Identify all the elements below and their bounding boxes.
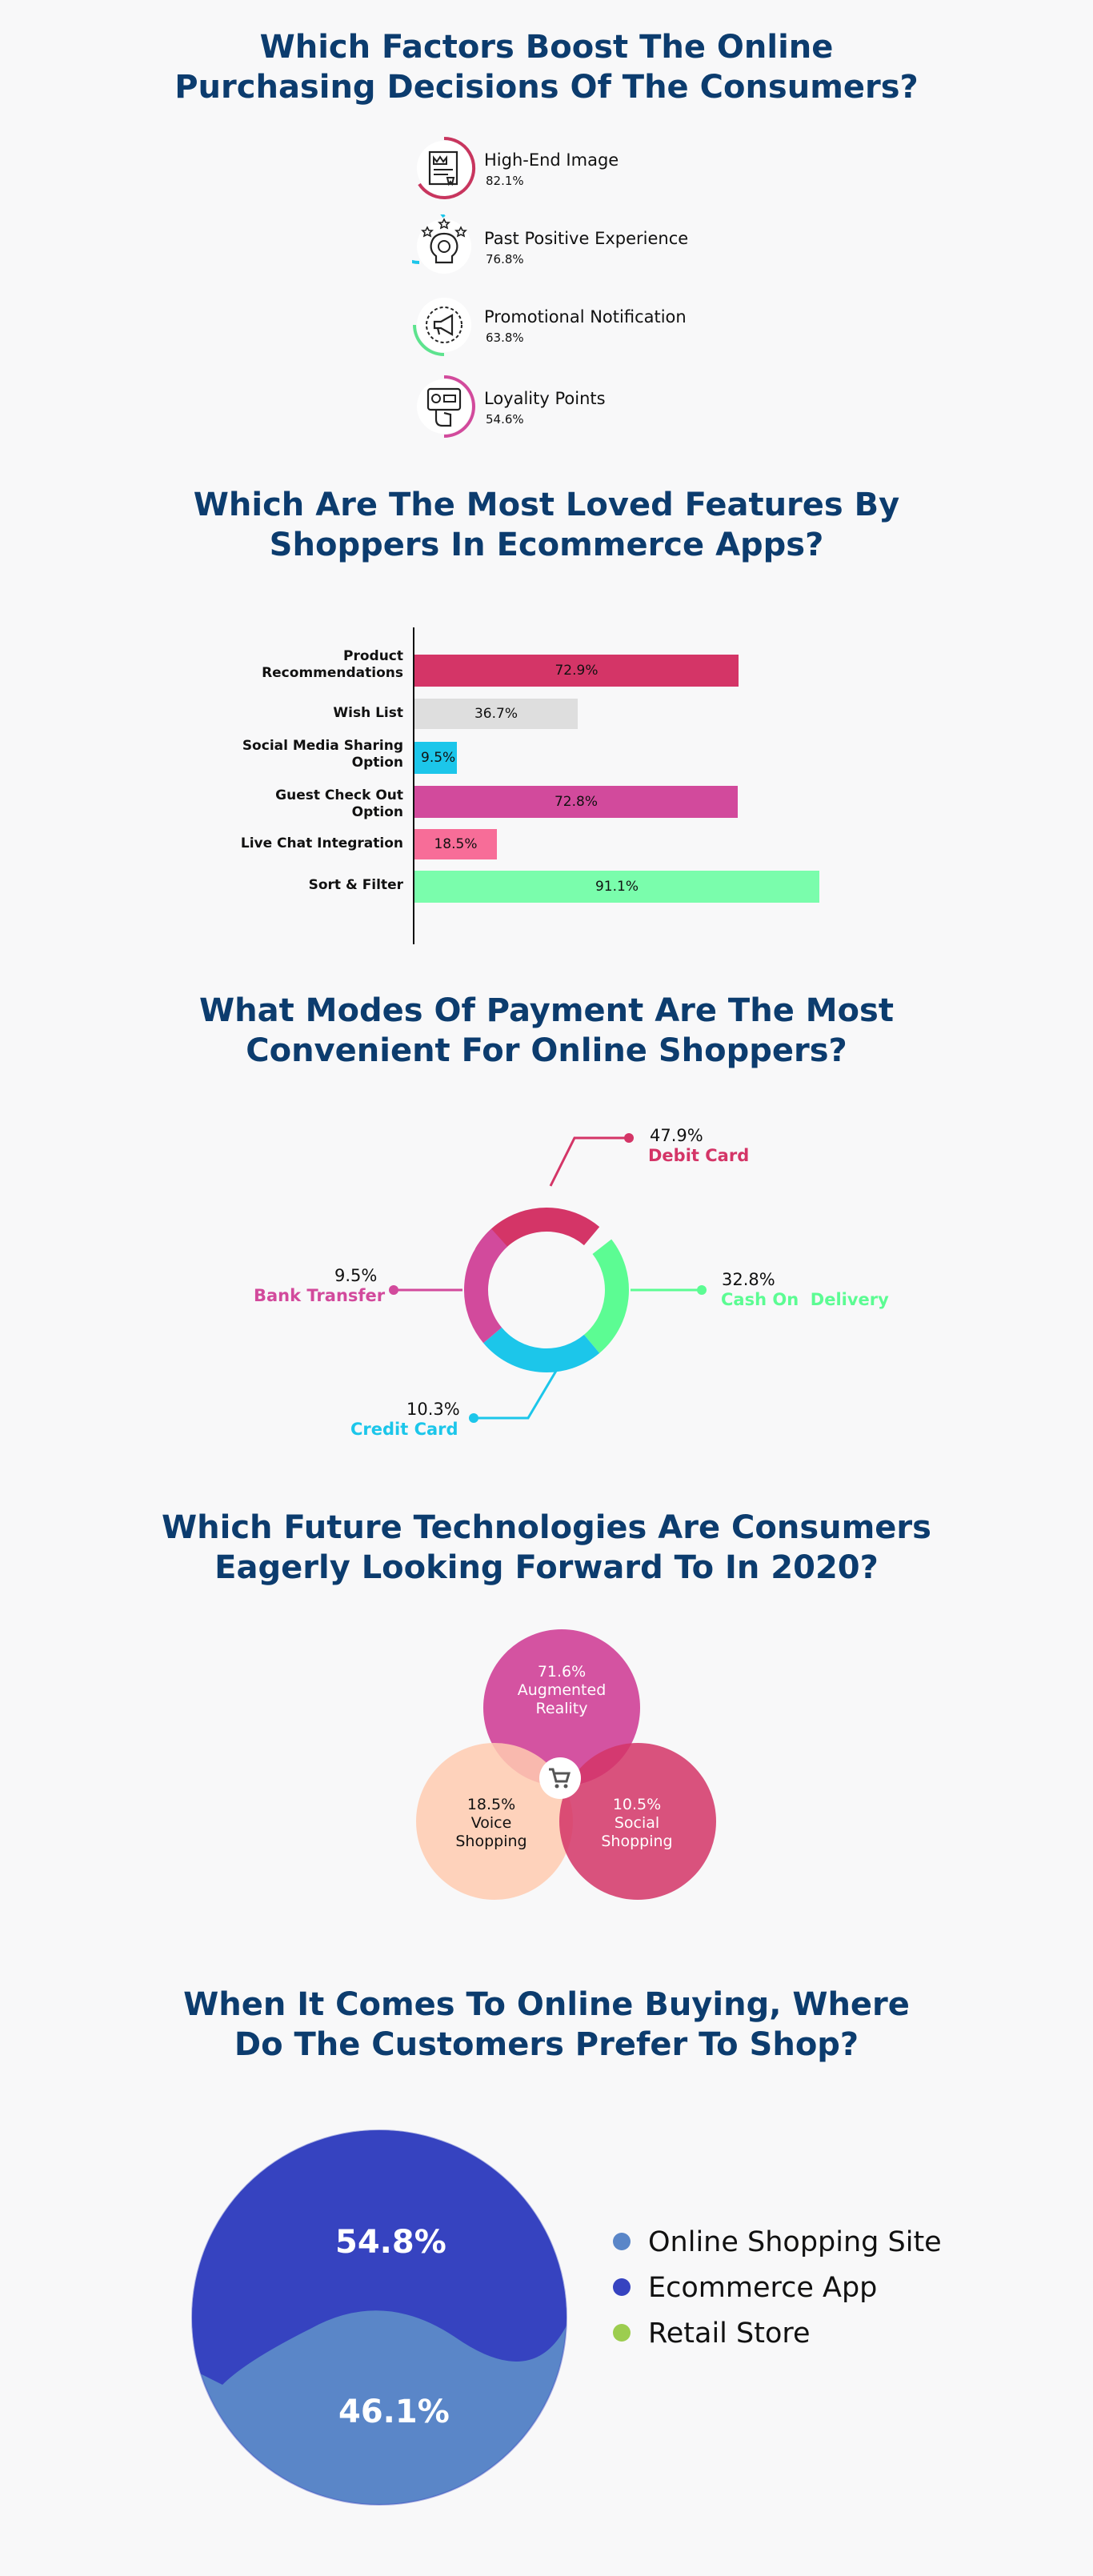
legend-label: Ecommerce App xyxy=(648,2272,878,2304)
technologies-venn-diagram xyxy=(416,1629,716,1900)
ecommerce-app-value: 54.8% xyxy=(335,2224,446,2261)
tech-title: Which Future Technologies Are Consumers … xyxy=(0,1508,1093,1588)
factor-row: Past Positive Experience 76.8% xyxy=(387,202,748,282)
donut-slice-credit-card xyxy=(483,1327,600,1372)
bar-value-label: 9.5% xyxy=(421,750,456,766)
factors-title: Which Factors Boost The Online Purchasin… xyxy=(0,27,1093,107)
credit-card-leader-dot xyxy=(469,1413,478,1423)
legend-label: Online Shopping Site xyxy=(648,2226,942,2258)
shop-title-line-2: Do The Customers Prefer To Shop? xyxy=(234,2026,859,2063)
payment-title-line-1: What Modes Of Payment Are The Most xyxy=(199,992,894,1029)
bar-category-label: Guest Check Out Option xyxy=(275,787,403,820)
venn-circle-augmented-reality xyxy=(483,1629,640,1786)
bar-value-label: 91.1% xyxy=(595,879,639,895)
bar-value-label: 72.8% xyxy=(554,794,599,810)
tech-title-line-1: Which Future Technologies Are Consumers xyxy=(162,1509,931,1546)
voice-shopping-value: 18.5% xyxy=(466,1796,516,1813)
pie-slice-ecommerce-app xyxy=(192,2130,567,2385)
factor-label: High-End Image xyxy=(484,150,619,170)
factor-value: 82.1% xyxy=(486,174,524,188)
bank-transfer-label: Bank Transfer xyxy=(254,1286,386,1305)
cash-on-delivery-label: Cash On Delivery xyxy=(721,1290,889,1309)
factor-row: Promotional Notification 63.8% xyxy=(412,293,748,360)
credit-card-label: Credit Card xyxy=(350,1420,458,1439)
credit-card-value: 10.3% xyxy=(406,1400,460,1419)
bar-category-label: Live Chat Integration xyxy=(240,835,403,851)
venn-circle-voice-shopping xyxy=(416,1743,573,1900)
bar: 72.8% xyxy=(414,786,738,818)
legend-dot xyxy=(613,2233,631,2250)
factor-row: High-End Image 82.1% xyxy=(412,136,748,203)
social-shopping-label: 10.5% Social Shopping xyxy=(557,1796,717,1851)
donut-slice-bank-transfer xyxy=(464,1228,508,1344)
factor-value: 63.8% xyxy=(486,331,524,345)
factor-label: Loyality Points xyxy=(484,389,606,408)
features-title-line-2: Shoppers In Ecommerce Apps? xyxy=(269,527,824,563)
certificate-icon xyxy=(412,136,476,200)
factor-label: Promotional Notification xyxy=(484,307,687,327)
features-title: Which Are The Most Loved Features By Sho… xyxy=(0,485,1093,565)
debit-card-value: 47.9% xyxy=(650,1126,703,1145)
cart-icon xyxy=(539,1757,581,1799)
debit-card-label: Debit Card xyxy=(648,1146,750,1165)
legend-dot xyxy=(613,2324,631,2342)
bank-transfer-leader-dot xyxy=(389,1285,398,1295)
voice-shopping-label: 18.5% Voice Shopping xyxy=(411,1796,571,1851)
loyalty-card-icon xyxy=(412,375,476,439)
cash-on-delivery-leader-dot xyxy=(697,1285,707,1295)
augmented-reality-name-1: Augmented xyxy=(517,1681,607,1699)
social-shopping-name-2: Shopping xyxy=(601,1833,673,1850)
debit-card-leader xyxy=(549,1136,629,1187)
idea-stars-icon xyxy=(387,202,476,278)
venn-circle-social-shopping xyxy=(559,1743,716,1900)
bar-category-label: Product Recommendations xyxy=(262,648,403,681)
payment-title: What Modes Of Payment Are The Most Conve… xyxy=(0,991,1093,1071)
augmented-reality-label: 71.6% Augmented Reality xyxy=(482,1663,642,1718)
features-title-line-1: Which Are The Most Loved Features By xyxy=(193,487,900,523)
bar-value-label: 18.5% xyxy=(434,836,478,852)
augmented-reality-name-2: Reality xyxy=(535,1700,588,1717)
shop-pie-chart xyxy=(191,2129,567,2506)
bar: 91.1% xyxy=(414,871,819,903)
bar-category-label: Social Media Sharing Option xyxy=(242,738,403,771)
factor-value: 54.6% xyxy=(486,412,524,427)
tech-title-line-2: Eagerly Looking Forward To In 2020? xyxy=(214,1549,879,1586)
factors-title-line-1: Which Factors Boost The Online xyxy=(259,29,834,66)
bar-value-label: 36.7% xyxy=(474,706,518,722)
social-shopping-name-1: Social xyxy=(614,1814,660,1832)
bar-value-label: 72.9% xyxy=(555,663,599,679)
factor-label: Past Positive Experience xyxy=(484,229,689,248)
credit-card-leader xyxy=(474,1366,560,1420)
debit-card-leader-dot xyxy=(624,1133,634,1143)
social-shopping-value: 10.5% xyxy=(612,1796,662,1813)
bar-category-label: Wish List xyxy=(333,705,403,721)
donut-slice-cash-on-delivery xyxy=(583,1239,629,1353)
bar: 9.5% xyxy=(414,742,457,774)
bar: 36.7% xyxy=(414,699,578,729)
online-shopping-site-value: 46.1% xyxy=(338,2394,450,2430)
factor-row: Loyality Points 54.6% xyxy=(412,375,748,442)
payment-title-line-2: Convenient For Online Shoppers? xyxy=(246,1032,847,1069)
cash-on-delivery-value: 32.8% xyxy=(722,1270,775,1289)
bar: 72.9% xyxy=(414,655,739,687)
factors-title-line-2: Purchasing Decisions Of The Consumers? xyxy=(174,69,919,106)
factor-value: 76.8% xyxy=(486,252,524,266)
bar-chart-axis xyxy=(413,627,414,944)
legend-dot xyxy=(613,2278,631,2296)
legend-label: Retail Store xyxy=(648,2318,811,2350)
bar: 18.5% xyxy=(414,829,497,859)
voice-shopping-name-1: Voice xyxy=(470,1814,512,1832)
bar-category-label: Sort & Filter xyxy=(308,877,403,893)
payment-donut-chart xyxy=(389,1133,707,1423)
megaphone-icon xyxy=(412,293,476,357)
shop-title: When It Comes To Online Buying, Where Do… xyxy=(0,1985,1093,2065)
augmented-reality-value: 71.6% xyxy=(537,1663,587,1681)
bank-transfer-value: 9.5% xyxy=(334,1266,378,1285)
voice-shopping-name-2: Shopping xyxy=(455,1833,527,1850)
shop-title-line-1: When It Comes To Online Buying, Where xyxy=(183,1986,910,2023)
